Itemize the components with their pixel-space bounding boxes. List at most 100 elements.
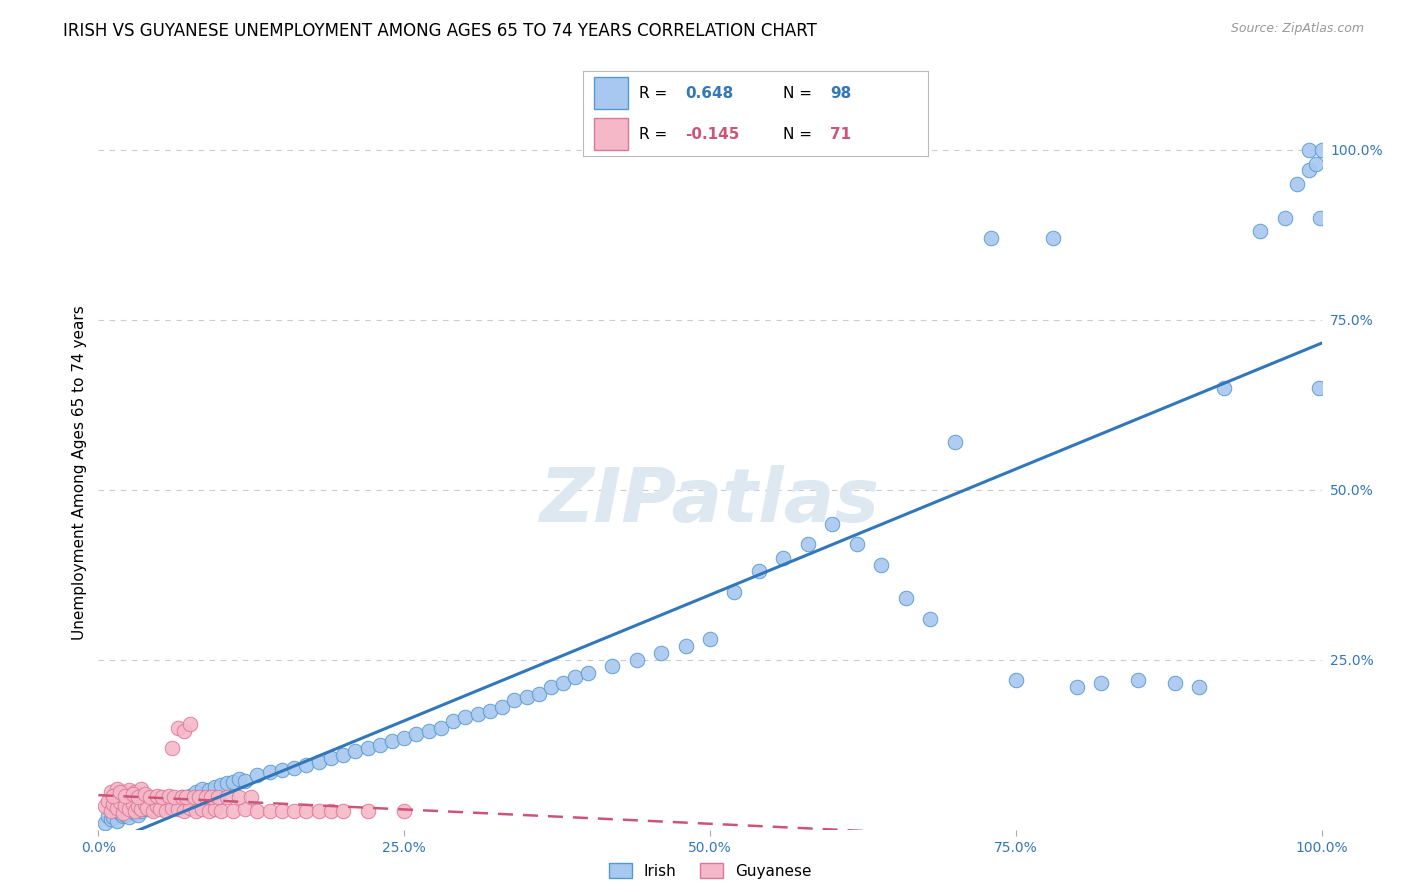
Point [381,734,404,748]
Point [675,639,697,653]
Point [228,772,250,786]
Point [1042,231,1064,245]
Point [748,564,770,578]
Point [392,731,416,745]
Point [110,805,132,820]
Point [454,710,477,724]
Point [160,741,183,756]
Point [114,807,136,822]
Point [150,789,173,804]
Point [124,785,146,799]
Point [121,797,143,811]
Point [111,805,134,820]
Point [142,804,165,818]
Point [121,802,143,816]
Point [1286,177,1309,191]
Text: N =: N = [783,86,817,101]
Point [405,727,427,741]
Point [222,804,245,818]
Point [101,810,124,824]
Point [797,537,820,551]
Point [111,809,134,823]
Text: R =: R = [638,86,672,101]
Point [295,804,318,818]
Point [146,789,169,803]
Point [1298,143,1320,157]
Point [308,755,330,769]
Point [134,801,156,815]
Point [467,706,489,721]
Point [173,804,195,818]
Point [491,700,513,714]
Text: ZIPatlas: ZIPatlas [540,465,880,538]
Point [626,653,648,667]
Point [1188,680,1211,694]
Point [100,804,122,818]
Point [183,789,205,804]
Point [110,796,132,810]
Point [943,435,966,450]
Point [344,744,367,758]
Point [93,798,115,813]
Point [1305,156,1327,170]
Point [1090,676,1112,690]
Point [127,798,149,813]
Point [207,789,229,804]
Point [308,804,330,818]
Point [723,584,745,599]
Point [356,804,378,818]
Point [101,789,124,803]
FancyBboxPatch shape [593,78,628,110]
Point [129,781,152,796]
Point [515,690,537,704]
Point [233,773,256,788]
Point [215,789,238,804]
Point [139,798,162,813]
Point [163,789,186,804]
Point [160,801,183,815]
Text: N =: N = [783,127,817,142]
Point [111,785,134,799]
Point [114,789,136,803]
Point [441,714,464,728]
Point [1249,225,1271,239]
Point [179,789,201,803]
Point [93,815,115,830]
Point [259,764,281,779]
Point [418,724,440,739]
Point [1128,673,1150,687]
Point [1310,143,1333,157]
Point [97,809,120,823]
Point [124,804,146,818]
Point [114,798,136,813]
Point [127,807,149,822]
Point [163,792,186,806]
Point [191,781,214,796]
Point [105,781,128,796]
Point [121,787,143,801]
Point [1309,211,1331,225]
Point [1308,381,1330,395]
Point [209,778,232,792]
Point [136,801,159,815]
Point [270,763,294,777]
Point [186,804,208,818]
Point [503,693,526,707]
Point [142,802,165,816]
Point [980,231,1002,245]
Point [368,738,391,752]
Point [553,676,575,690]
Point [870,558,893,572]
Point [149,798,172,813]
Point [319,804,342,818]
Point [430,721,453,735]
Point [204,780,226,795]
Point [100,813,122,827]
Point [134,787,156,801]
Point [821,516,844,531]
Point [233,802,256,816]
Point [105,801,128,815]
Point [179,717,201,731]
Point [295,758,318,772]
Point [97,794,120,808]
